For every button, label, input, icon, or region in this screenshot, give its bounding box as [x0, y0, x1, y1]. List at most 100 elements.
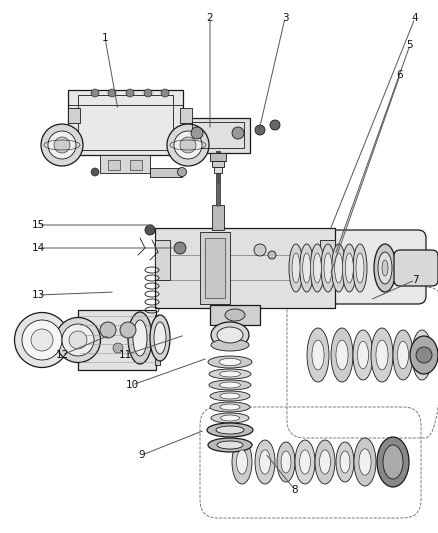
Ellipse shape [216, 327, 243, 343]
Bar [180, 108, 191, 123]
Bar [68, 90, 183, 155]
Bar [205, 238, 225, 298]
Ellipse shape [339, 451, 349, 473]
Ellipse shape [311, 340, 323, 370]
Ellipse shape [319, 450, 330, 474]
Ellipse shape [150, 315, 170, 361]
Bar [130, 160, 141, 170]
Ellipse shape [352, 330, 372, 380]
Ellipse shape [128, 312, 152, 364]
Ellipse shape [276, 442, 294, 482]
Ellipse shape [216, 441, 243, 449]
Ellipse shape [219, 371, 240, 377]
Ellipse shape [291, 253, 299, 283]
Text: 10: 10 [125, 380, 138, 390]
Ellipse shape [345, 253, 353, 283]
Text: 14: 14 [31, 243, 45, 253]
Bar [155, 240, 170, 280]
Ellipse shape [396, 341, 408, 369]
Bar [191, 122, 244, 148]
Ellipse shape [41, 124, 83, 166]
Ellipse shape [177, 167, 186, 176]
Ellipse shape [225, 309, 244, 321]
Ellipse shape [355, 253, 363, 283]
Ellipse shape [299, 244, 313, 292]
Circle shape [100, 322, 116, 338]
Ellipse shape [313, 253, 321, 283]
Ellipse shape [310, 244, 324, 292]
Ellipse shape [209, 402, 249, 412]
Ellipse shape [376, 437, 408, 487]
Text: 12: 12 [55, 350, 68, 360]
Text: 11: 11 [118, 350, 131, 360]
Ellipse shape [208, 369, 251, 379]
Ellipse shape [358, 449, 370, 475]
Circle shape [91, 89, 99, 97]
Bar [150, 168, 182, 177]
Ellipse shape [173, 131, 201, 159]
Ellipse shape [409, 336, 437, 374]
Bar [213, 167, 222, 173]
Ellipse shape [377, 252, 391, 284]
Bar [68, 108, 80, 123]
Ellipse shape [211, 339, 248, 351]
Text: 3: 3 [281, 13, 288, 23]
Ellipse shape [382, 445, 402, 479]
Bar [200, 232, 230, 304]
Circle shape [113, 343, 123, 353]
Circle shape [254, 125, 265, 135]
Circle shape [145, 225, 155, 235]
Ellipse shape [323, 253, 331, 283]
Ellipse shape [211, 413, 248, 423]
Text: 8: 8 [291, 485, 298, 495]
Ellipse shape [166, 124, 208, 166]
Circle shape [144, 89, 152, 97]
Bar [212, 161, 223, 167]
Ellipse shape [154, 322, 166, 354]
Ellipse shape [306, 328, 328, 382]
Text: 13: 13 [31, 290, 45, 300]
Ellipse shape [353, 438, 375, 486]
Ellipse shape [54, 137, 70, 153]
Circle shape [161, 89, 169, 97]
Text: 9: 9 [138, 450, 145, 460]
Bar [155, 315, 159, 365]
Circle shape [231, 127, 244, 139]
Ellipse shape [259, 450, 270, 474]
Bar [108, 160, 120, 170]
Text: 1: 1 [102, 33, 108, 43]
Ellipse shape [208, 380, 251, 390]
Ellipse shape [231, 440, 251, 484]
Ellipse shape [335, 340, 347, 370]
Ellipse shape [220, 415, 239, 421]
Ellipse shape [215, 426, 244, 434]
Ellipse shape [14, 312, 69, 367]
Bar [78, 310, 155, 370]
Circle shape [91, 168, 99, 176]
Text: 6: 6 [396, 70, 403, 80]
Bar [184, 118, 249, 153]
Text: 2: 2 [206, 13, 213, 23]
Ellipse shape [381, 260, 387, 276]
Ellipse shape [280, 451, 290, 473]
Bar [209, 153, 226, 161]
Ellipse shape [294, 440, 314, 484]
Text: 15: 15 [31, 220, 45, 230]
Ellipse shape [31, 329, 53, 351]
Bar [319, 240, 334, 280]
Ellipse shape [411, 330, 431, 380]
Ellipse shape [69, 331, 87, 349]
Ellipse shape [236, 450, 247, 474]
Bar [209, 305, 259, 325]
Ellipse shape [62, 324, 94, 356]
Ellipse shape [373, 244, 395, 292]
Ellipse shape [352, 244, 366, 292]
Ellipse shape [331, 244, 345, 292]
Text: 4: 4 [411, 13, 417, 23]
Bar [155, 228, 334, 308]
Ellipse shape [208, 438, 251, 452]
Circle shape [126, 89, 134, 97]
Ellipse shape [330, 328, 352, 382]
Ellipse shape [211, 322, 248, 348]
Ellipse shape [209, 391, 249, 401]
